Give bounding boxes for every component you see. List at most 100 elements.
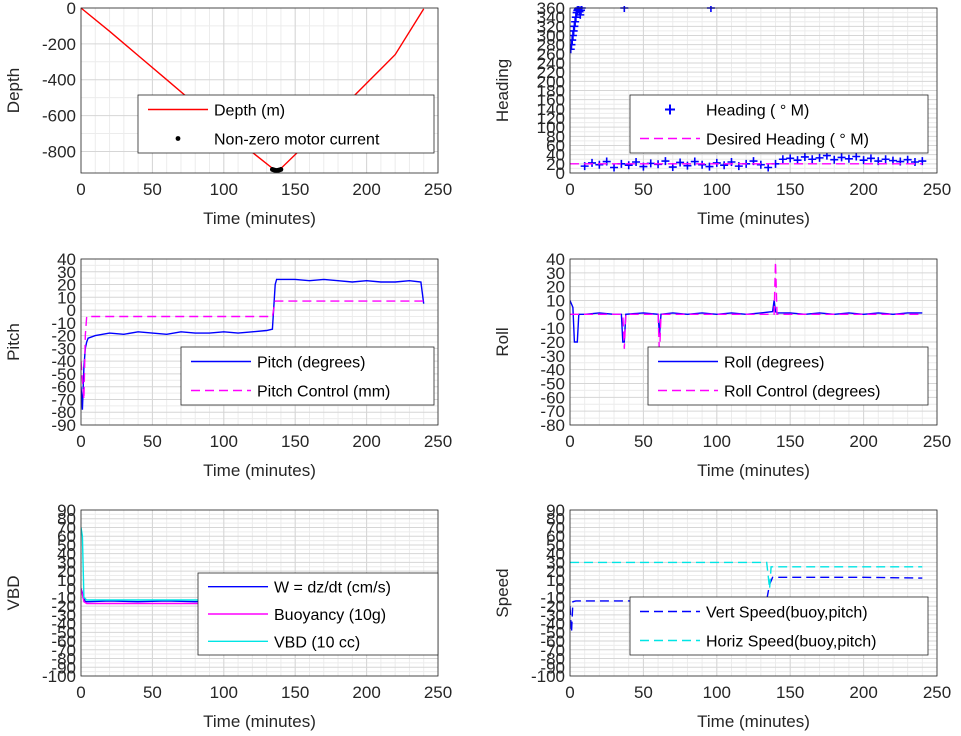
x-tick-label: 150: [776, 432, 804, 451]
data-point: [844, 154, 853, 163]
y-tick-label: 80: [57, 510, 76, 529]
y-tick-label: 300: [537, 27, 565, 46]
y-axis-label: Pitch: [4, 323, 23, 361]
data-point: [727, 158, 736, 166]
y-tick-label: 20: [546, 155, 565, 174]
data-point: [595, 160, 604, 169]
data-point: [815, 153, 824, 162]
y-tick-label: 10: [57, 288, 76, 307]
legend-label: Roll Control (degrees): [724, 384, 881, 401]
x-tick-label: 200: [352, 683, 380, 702]
y-tick-label: 70: [546, 518, 565, 537]
y-tick-label: -90: [51, 416, 76, 435]
y-tick-label: -60: [51, 378, 76, 397]
data-point: [764, 163, 773, 172]
y-tick-label: -70: [540, 641, 565, 660]
data-point: [852, 152, 861, 161]
x-tick-label: 250: [923, 683, 951, 702]
data-point: [676, 158, 685, 167]
data-point: [918, 157, 927, 166]
legend-label: Pitch Control (mm): [257, 384, 390, 401]
x-tick-label: 100: [210, 180, 238, 199]
y-tick-label: -20: [51, 327, 76, 346]
data-point: [661, 157, 670, 166]
legend: W = dz/dt (cm/s) Buoyancy (10g) VBD (10 cc…: [197, 572, 439, 656]
legend-box: [137, 94, 435, 154]
y-tick-label: -40: [540, 361, 565, 380]
chart-panel-4: 0 50 100 150 200 250403020100-10-20-30-40-50-…: [493, 250, 951, 480]
data-point: [866, 154, 875, 163]
y-tick-label: -100: [42, 667, 76, 686]
x-tick-label: 150: [776, 180, 804, 199]
x-tick-label: 250: [424, 683, 452, 702]
y-tick-label: 240: [537, 54, 565, 73]
y-tick-label: 0: [67, 580, 76, 599]
data-point: [881, 155, 890, 164]
y-tick-label: 60: [546, 137, 565, 156]
y-tick-label: 0: [556, 164, 565, 183]
series-group: [570, 6, 927, 172]
series-line-2: [81, 300, 424, 400]
y-tick-label: -10: [51, 588, 76, 607]
x-tick-label: 150: [281, 180, 309, 199]
legend-label: Desired Heading ( ° M): [706, 132, 869, 149]
legend-box: [647, 346, 929, 406]
y-tick-label: -10: [540, 319, 565, 338]
legend-label: Depth (m): [214, 103, 285, 120]
x-tick-label: 50: [634, 432, 653, 451]
legend-label: Non-zero motor current: [214, 132, 380, 149]
x-tick-label: 0: [565, 683, 574, 702]
y-tick-label: 180: [537, 82, 565, 101]
y-tick-label: -60: [540, 388, 565, 407]
data-point: [588, 158, 597, 167]
x-tick-label: 200: [352, 432, 380, 451]
x-tick-label: 0: [565, 432, 574, 451]
x-tick-label: 0: [565, 180, 574, 199]
y-tick-label: -600: [42, 107, 76, 126]
x-tick-label: 250: [923, 180, 951, 199]
y-tick-label: -40: [540, 615, 565, 634]
y-tick-label: 140: [537, 100, 565, 119]
series-line-2: [570, 261, 923, 356]
y-tick-label: 40: [57, 250, 76, 269]
x-tick-label: 0: [76, 683, 85, 702]
y-axis-label: Heading: [493, 59, 512, 122]
x-tick-label: 100: [210, 432, 238, 451]
legend: Roll (degrees) Roll Control (degrees): [647, 346, 929, 406]
y-tick-label: -60: [540, 632, 565, 651]
data-point: [720, 161, 729, 170]
y-tick-label: -50: [51, 623, 76, 642]
data-point: [698, 160, 707, 169]
legend-box: [180, 346, 435, 406]
y-tick-label: -10: [51, 314, 76, 333]
y-tick-label: 20: [57, 562, 76, 581]
legend-label: Roll (degrees): [724, 355, 824, 372]
y-tick-label: -50: [51, 365, 76, 384]
y-tick-label: 80: [546, 127, 565, 146]
data-point: [610, 163, 619, 172]
x-tick-label: 250: [923, 432, 951, 451]
y-tick-label: 360: [537, 0, 565, 18]
legend-label: Buoyancy (10g): [274, 607, 386, 624]
chart-panel-2: 0 50 100 150 200 2500204060801001201401601802…: [493, 0, 951, 228]
x-tick-label: 150: [281, 432, 309, 451]
axes-frame: [569, 509, 938, 677]
y-tick-label: 40: [546, 146, 565, 165]
y-tick-label: -30: [540, 347, 565, 366]
x-axis-label: Time (minutes): [697, 461, 810, 480]
x-tick-label: 100: [703, 180, 731, 199]
x-tick-label: 200: [849, 683, 877, 702]
y-tick-label: -20: [540, 597, 565, 616]
y-tick-label: 340: [537, 8, 565, 27]
x-axis-label: Time (minutes): [203, 209, 316, 228]
y-tick-label: -20: [51, 597, 76, 616]
y-tick-label: 80: [546, 510, 565, 529]
y-axis-label: Roll: [493, 327, 512, 356]
y-tick-label: -80: [540, 416, 565, 435]
x-tick-label: 0: [76, 180, 85, 199]
y-tick-label: 20: [546, 562, 565, 581]
x-tick-label: 250: [424, 180, 452, 199]
data-point: [632, 158, 641, 166]
data-point: [793, 156, 802, 165]
x-tick-label: 50: [143, 180, 162, 199]
